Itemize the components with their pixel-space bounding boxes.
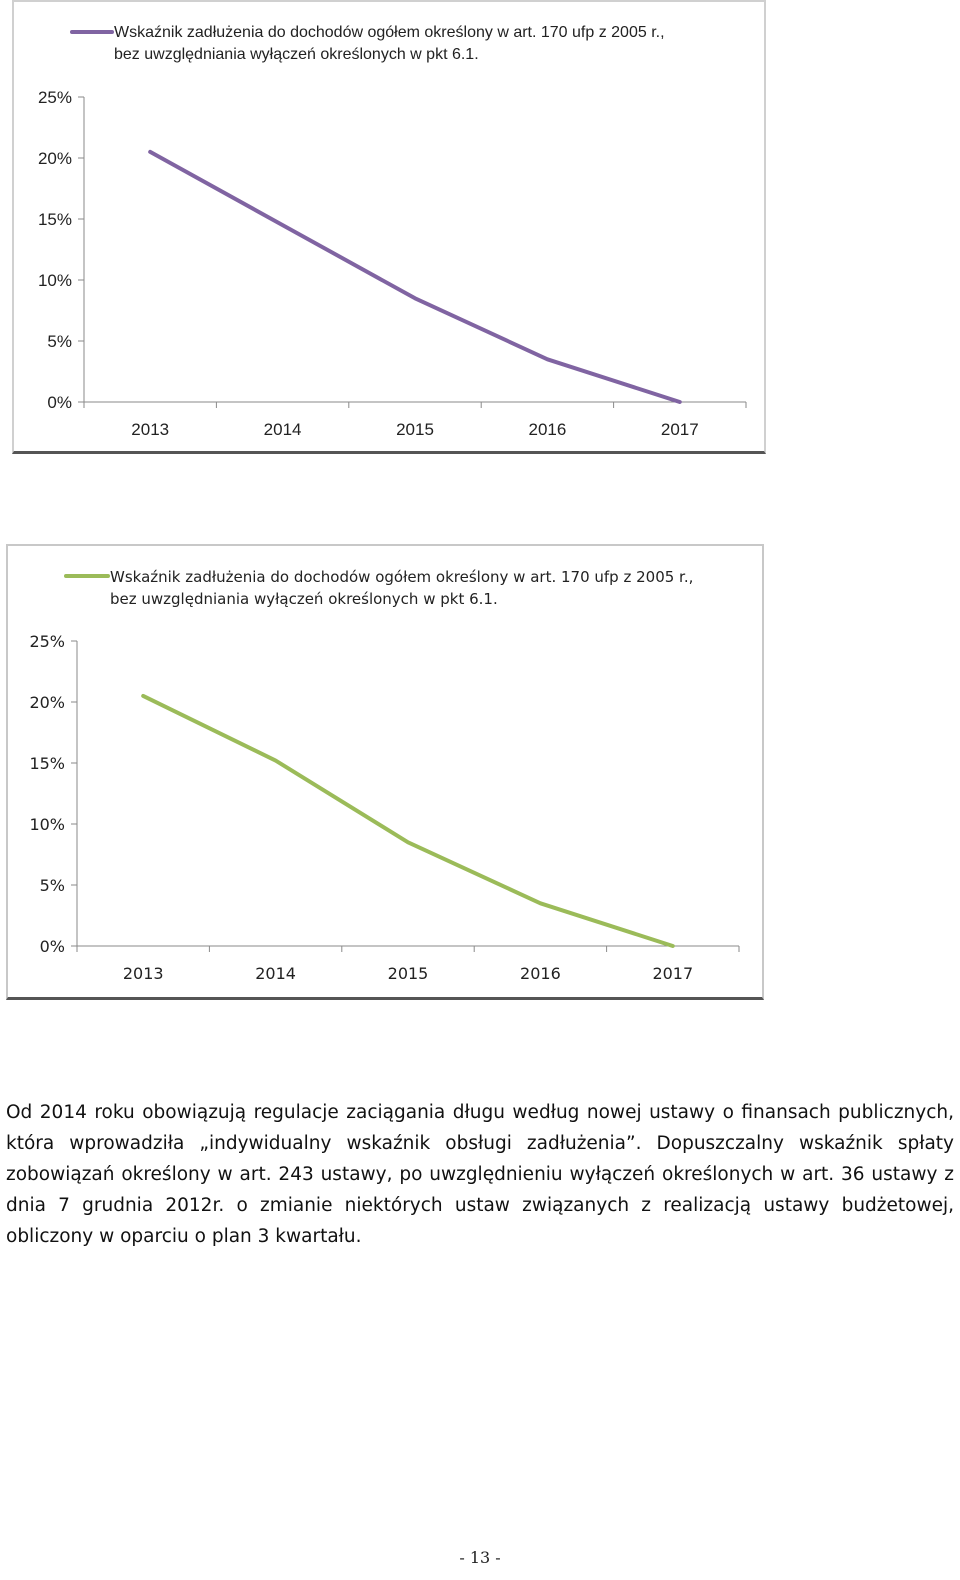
y-tick-label: 20% xyxy=(29,693,65,712)
x-tick-label: 2015 xyxy=(396,420,434,439)
legend-swatch-1 xyxy=(70,30,114,34)
y-tick-label: 0% xyxy=(40,937,65,956)
legend-line-1a: Wskaźnik zadłużenia do dochodów ogółem o… xyxy=(114,24,665,41)
paragraph-sentence-1: Od 2014 roku obowiązują regulacje zaciąg… xyxy=(6,1102,954,1154)
legend-text-2: Wskaźnik zadłużenia do dochodów ogółem o… xyxy=(110,566,750,610)
chart-1: Wskaźnik zadłużenia do dochodów ogółem o… xyxy=(12,0,766,454)
legend-text-1: Wskaźnik zadłużenia do dochodów ogółem o… xyxy=(114,22,754,66)
page-number: - 13 - xyxy=(459,1548,501,1567)
series-line xyxy=(141,693,675,948)
paragraph-sentence-2: Dopuszczalny wskaźnik spłaty zobowiązań … xyxy=(6,1133,954,1247)
y-tick-label: 5% xyxy=(47,332,72,351)
legend-line-1b: bez uwzględniania wyłączeń określonych w… xyxy=(114,46,479,63)
y-tick-label: 25% xyxy=(38,88,72,107)
y-tick-label: 20% xyxy=(38,149,72,168)
y-tick-label: 5% xyxy=(40,876,65,895)
y-tick-label: 10% xyxy=(38,271,72,290)
y-tick-label: 15% xyxy=(29,754,65,773)
x-tick-label: 2013 xyxy=(123,964,164,983)
x-tick-label: 2016 xyxy=(528,420,566,439)
series-line xyxy=(148,149,682,404)
chart-2: Wskaźnik zadłużenia do dochodów ogółem o… xyxy=(6,544,764,1000)
y-tick-label: 10% xyxy=(29,815,65,834)
y-tick-label: 25% xyxy=(29,632,65,651)
x-tick-label: 2013 xyxy=(131,420,169,439)
x-tick-label: 2017 xyxy=(661,420,699,439)
y-tick-label: 15% xyxy=(38,210,72,229)
x-tick-label: 2015 xyxy=(388,964,429,983)
chart-1-plot: 0% 5% 10% 15% 20% 25% 2013 2014 2015 2016 2017 xyxy=(38,88,747,439)
x-tick-label: 2016 xyxy=(520,964,561,983)
x-tick-label: 2014 xyxy=(255,964,296,983)
x-tick-label: 2014 xyxy=(264,420,302,439)
body-paragraph: Od 2014 roku obowiązują regulacje zaciąg… xyxy=(6,1097,954,1252)
legend-swatch-2 xyxy=(64,574,110,578)
legend-line-2b: bez uwzględniania wyłączeń określonych w… xyxy=(110,590,498,608)
y-tick-label: 0% xyxy=(47,393,72,412)
x-tick-label: 2017 xyxy=(652,964,693,983)
chart-2-plot: 0% 5% 10% 15% 20% 25% 2013 2014 2015 2016 2017 xyxy=(29,632,740,983)
legend-line-2a: Wskaźnik zadłużenia do dochodów ogółem o… xyxy=(110,568,694,586)
